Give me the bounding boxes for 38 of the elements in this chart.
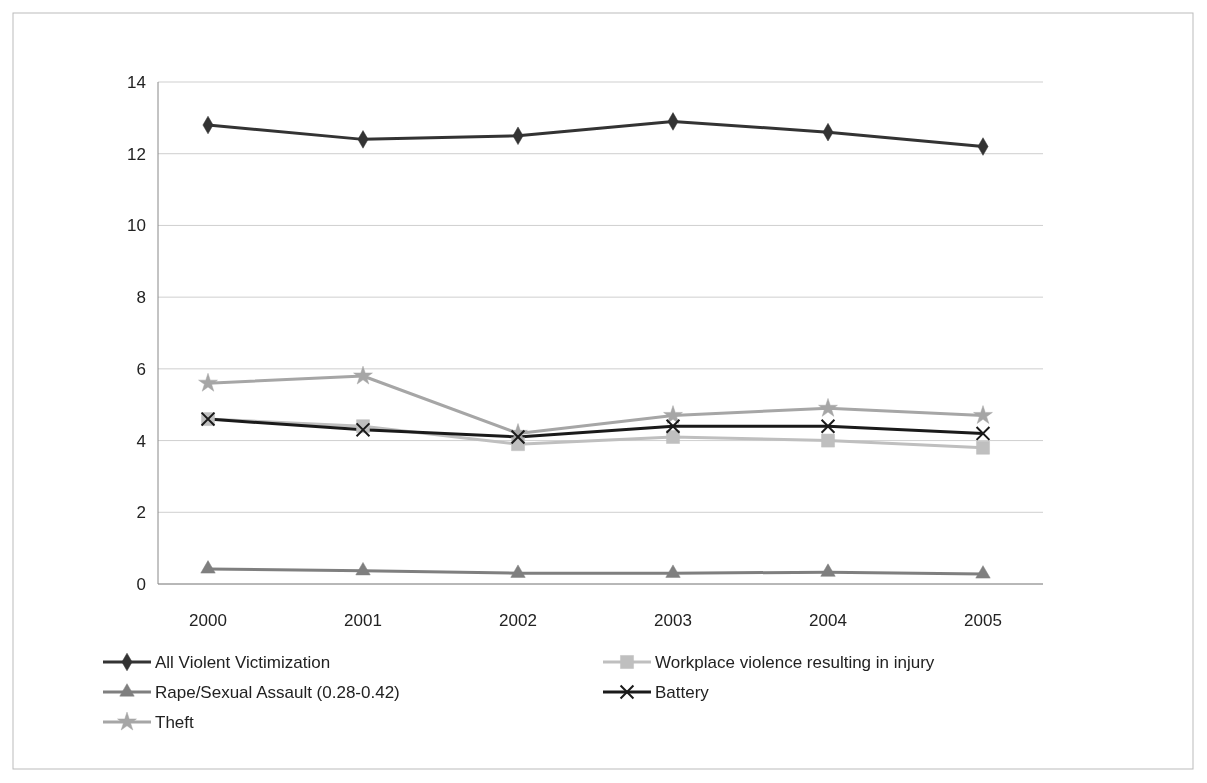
point xyxy=(665,564,681,578)
point xyxy=(820,563,836,577)
point xyxy=(975,425,991,441)
y-tick-label: 6 xyxy=(136,359,146,379)
point xyxy=(355,422,371,438)
point xyxy=(665,418,681,434)
x-tick-label: 2000 xyxy=(189,611,227,630)
point xyxy=(353,365,373,385)
x-tick-label: 2003 xyxy=(654,611,692,630)
point xyxy=(821,433,835,448)
point xyxy=(355,562,371,576)
legend-label: Rape/Sexual Assault (0.28-0.42) xyxy=(155,682,400,702)
legend-label: Battery xyxy=(655,682,710,702)
legend-label: Workplace violence resulting in injury xyxy=(655,652,935,672)
legend-label: All Violent Victimization xyxy=(155,652,331,672)
y-tick-label: 14 xyxy=(127,72,146,92)
point xyxy=(973,405,993,424)
point xyxy=(666,430,680,444)
point xyxy=(510,429,526,445)
y-tick-label: 12 xyxy=(127,144,146,164)
point xyxy=(976,440,990,455)
point xyxy=(510,564,526,578)
y-tick-label: 10 xyxy=(127,216,146,236)
x-tick-label: 2001 xyxy=(344,611,382,630)
point xyxy=(200,560,216,574)
x-tick-label: 2004 xyxy=(809,611,847,630)
x-tick-label: 2002 xyxy=(499,611,537,630)
y-tick-label: 8 xyxy=(136,288,146,308)
y-tick-label: 0 xyxy=(136,574,146,594)
x-tick-label: 2005 xyxy=(964,611,1002,630)
point xyxy=(663,405,683,424)
point xyxy=(820,418,836,434)
legend-label: Theft xyxy=(155,712,195,732)
point xyxy=(198,373,218,392)
point xyxy=(818,398,838,417)
point xyxy=(975,565,991,579)
y-tick-label: 4 xyxy=(136,431,146,451)
y-tick-label: 2 xyxy=(136,503,146,523)
